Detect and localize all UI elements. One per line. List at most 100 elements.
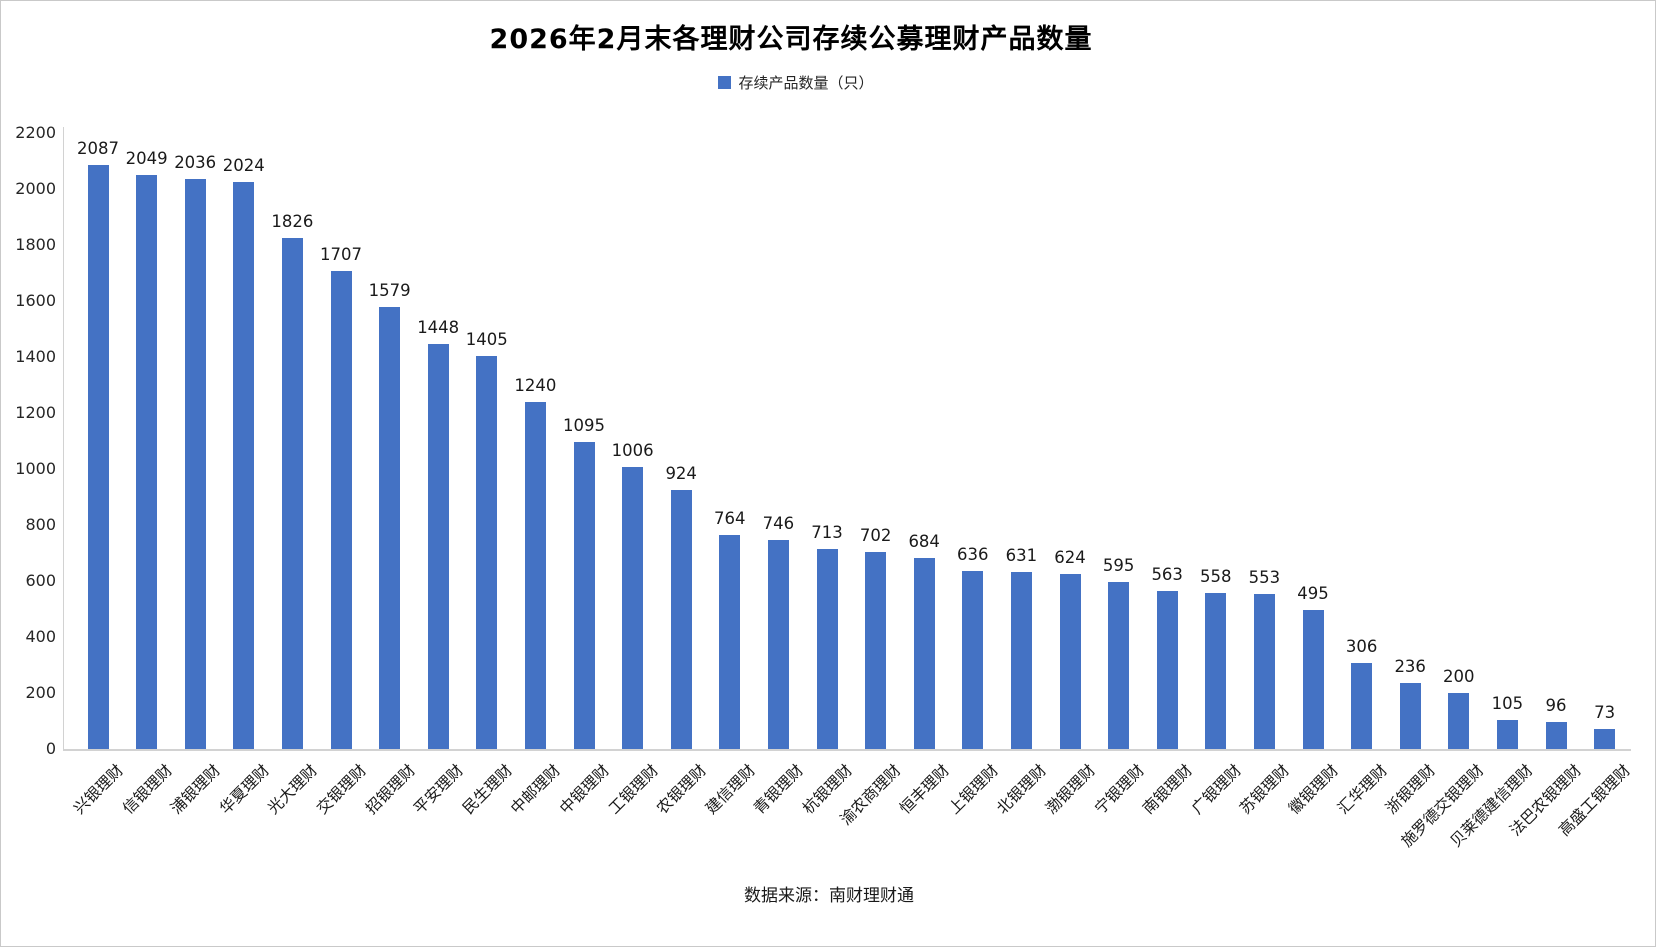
x-axis-category-label: 建信理财: [702, 761, 759, 818]
x-axis-category-label: 渤银理财: [1042, 761, 1099, 818]
bar: [816, 549, 838, 749]
bar: [524, 401, 546, 749]
bar-value-label: 200: [1443, 667, 1475, 686]
bar-value-label: 924: [665, 464, 697, 484]
bar-value-label: 631: [1005, 546, 1038, 566]
bar-value-label: 1240: [514, 375, 557, 395]
bar-value-label: 1448: [417, 317, 460, 337]
bar: [1302, 610, 1324, 749]
bar-value-label: 624: [1054, 548, 1086, 568]
x-axis-category-label: 光大理财: [264, 761, 322, 818]
bar: [87, 164, 109, 749]
y-axis-tick-label: 1800: [15, 235, 56, 254]
x-axis-line: [63, 749, 1631, 751]
bar-value-label: 236: [1394, 656, 1426, 676]
chart-title: 2026年2月末各理财公司存续公募理财产品数量: [489, 24, 1093, 55]
x-axis-category-label: 宁银理财: [1090, 761, 1148, 818]
legend-series-marker-icon: [718, 76, 732, 89]
y-axis-tick-label: 2000: [15, 179, 56, 198]
y-axis-tick-label: 800: [25, 515, 56, 534]
x-axis-category-label: 徽银理财: [1285, 761, 1342, 818]
bar: [573, 442, 595, 749]
data-source-note: 数据来源：南财理财通: [744, 886, 914, 906]
bar-value-label: 2087: [77, 138, 119, 158]
bar: [1253, 594, 1275, 749]
bar-value-label: 96: [1545, 696, 1567, 716]
x-axis-category-label: 工银理财: [604, 761, 662, 818]
bar-value-label: 702: [859, 526, 892, 546]
bar-value-label: 105: [1491, 693, 1524, 713]
bar-value-label: 684: [908, 531, 940, 551]
bar-value-label: 73: [1594, 702, 1616, 722]
x-axis-category-label: 招银理财: [361, 761, 419, 818]
y-axis-tick-label: 600: [25, 571, 56, 590]
x-axis-category-label: 信银理财: [118, 761, 176, 818]
bar-value-label: 2024: [222, 156, 265, 176]
bar: [427, 343, 449, 749]
legend-series-label: 存续产品数量（只）: [738, 74, 874, 92]
bar: [1594, 728, 1616, 749]
bar: [1205, 592, 1227, 749]
bar-value-label: 595: [1102, 556, 1135, 576]
x-axis-category-label: 青银理财: [750, 761, 808, 818]
bar-value-label: 306: [1345, 637, 1378, 657]
bar-value-label: 1579: [368, 280, 411, 300]
x-axis-category-label: 上银理财: [945, 761, 1002, 818]
bar-value-label: 713: [811, 523, 843, 543]
bar-value-label: 1095: [563, 416, 605, 436]
bar: [1545, 722, 1567, 749]
bar-value-label: 636: [957, 544, 989, 564]
bar: [330, 271, 352, 749]
bar: [1351, 663, 1373, 749]
x-axis-category-label: 汇华理财: [1333, 761, 1391, 818]
bar: [1010, 572, 1032, 749]
bar: [670, 490, 692, 749]
bar-value-label: 1826: [271, 211, 314, 231]
x-axis-category-label: 中邮理财: [507, 761, 565, 818]
y-axis-tick-label: 200: [25, 683, 56, 702]
x-axis-category-label: 苏银理财: [1236, 761, 1294, 818]
legend: 存续产品数量（只）: [1, 72, 1591, 93]
bar: [1059, 574, 1081, 749]
bar: [281, 237, 303, 749]
bar-value-label: 558: [1200, 566, 1232, 586]
x-axis-category-label: 浦银理财: [167, 761, 225, 818]
y-axis-tick-label: 400: [25, 627, 56, 646]
bar-value-label: 1405: [465, 329, 508, 349]
y-axis-tick-label: 1600: [15, 291, 56, 310]
bar: [1156, 591, 1178, 749]
bar-value-label: 746: [762, 514, 795, 534]
x-axis-category-label: 交银理财: [313, 761, 370, 818]
x-axis-category-label: 农银理财: [653, 761, 711, 818]
x-axis-category-label: 恒丰理财: [896, 761, 954, 818]
y-axis-tick-label: 0: [45, 739, 56, 758]
bar: [865, 552, 887, 749]
bar: [136, 175, 158, 749]
bar: [1108, 582, 1130, 749]
bar: [1448, 693, 1470, 749]
bar: [767, 540, 789, 749]
bar: [476, 355, 498, 749]
bar-value-label: 2036: [174, 152, 217, 172]
y-axis-tick-label: 2200: [15, 123, 56, 142]
bar: [622, 467, 644, 749]
bar-value-label: 495: [1297, 584, 1329, 604]
y-axis-tick-label: 1000: [15, 459, 56, 478]
bar: [913, 557, 935, 749]
bar-value-label: 1006: [611, 441, 654, 461]
bar-value-label: 553: [1248, 568, 1281, 588]
y-axis-line: [63, 127, 64, 749]
bar: [719, 535, 741, 749]
x-axis-category-label: 广银理财: [1188, 761, 1245, 818]
bar: [1496, 719, 1518, 749]
bar: [962, 570, 984, 749]
bar-value-label: 764: [714, 509, 746, 529]
y-axis-tick-label: 1400: [15, 347, 56, 366]
x-axis-category-label: 兴银理财: [70, 761, 127, 818]
bar-value-label: 1707: [320, 245, 362, 264]
y-axis-tick-label: 1200: [15, 403, 56, 422]
x-axis-category-label: 南银理财: [1139, 761, 1197, 818]
bar: [1399, 682, 1421, 749]
